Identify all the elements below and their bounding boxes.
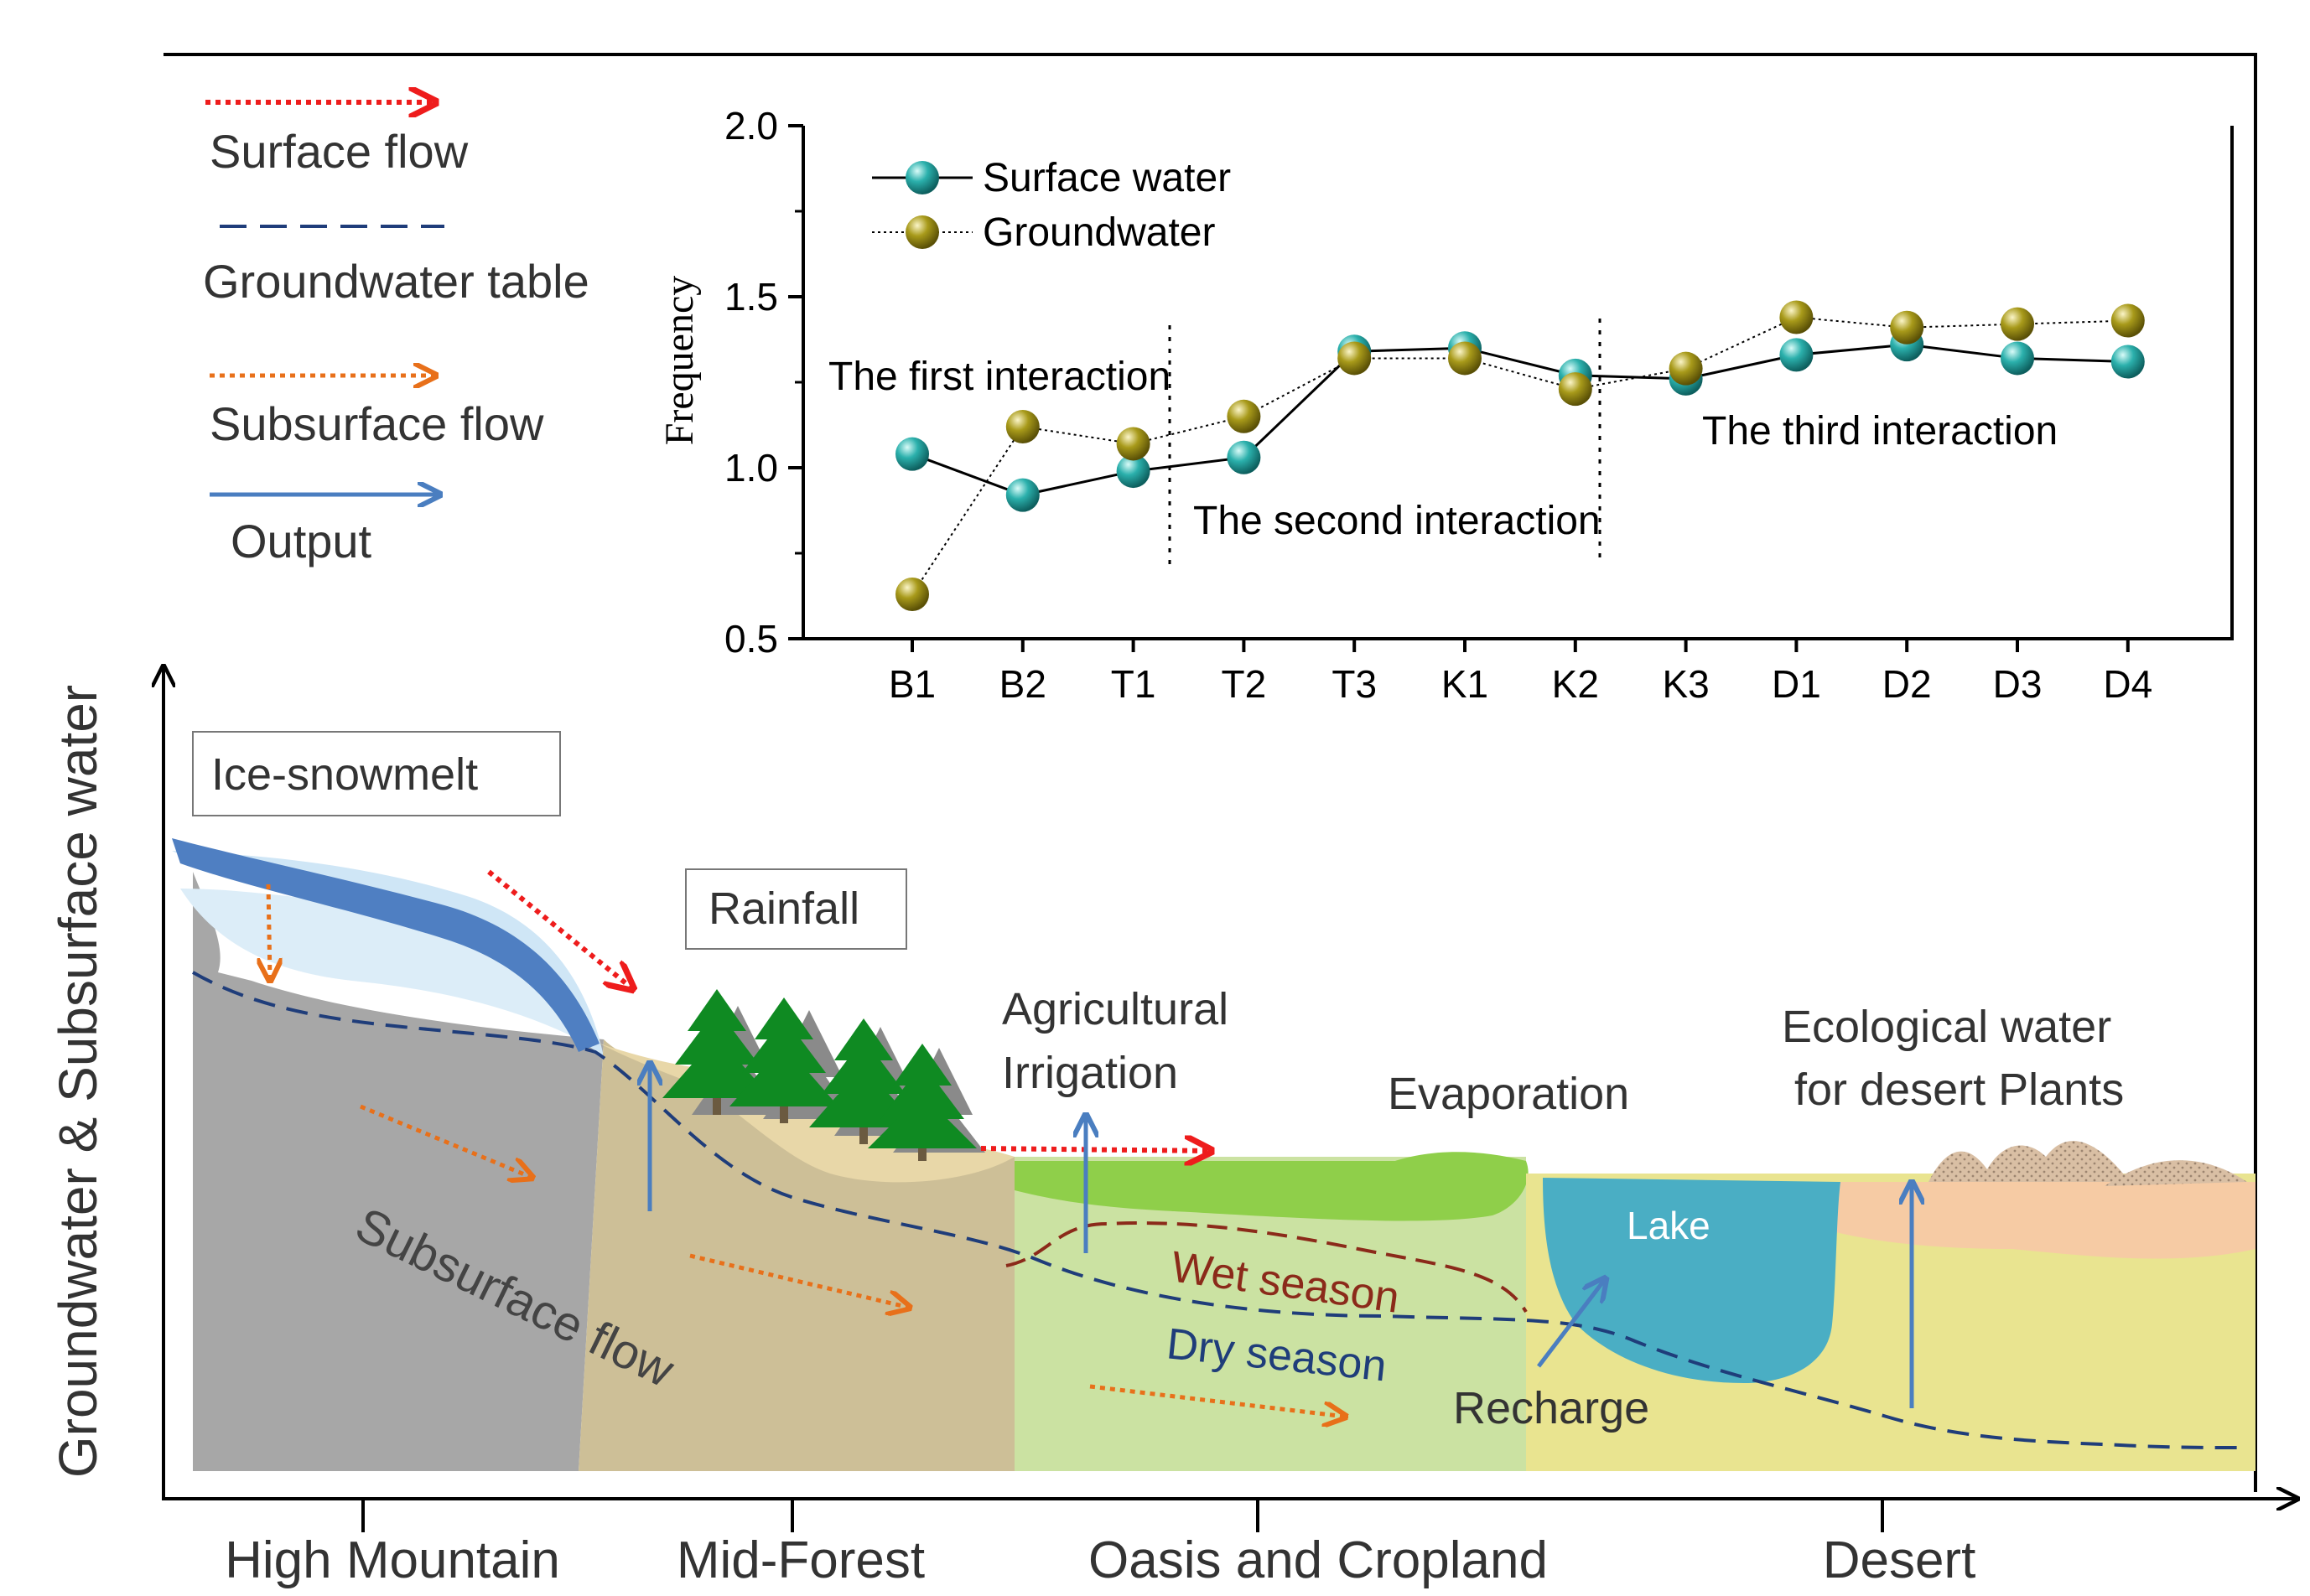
recharge-label: Recharge: [1453, 1383, 1649, 1433]
chart-legend-ground-marker: [906, 215, 939, 249]
chart-legend-ground-label: Groundwater: [983, 210, 1215, 255]
point-surface-water: [2001, 341, 2034, 376]
main-axes: Groundwater & Subsurface water High Moun…: [48, 666, 2297, 1589]
zone-label-oasis: Oasis and Cropland: [1088, 1531, 1548, 1589]
point-groundwater: [1779, 300, 1814, 334]
frequency-chart: 0.5 1.0 1.5 2.0 B1 B2 T1 T2 T3 K1 K2 K3 D1 D2 D3 D4 Fre…: [657, 104, 2234, 706]
point-groundwater: [1005, 410, 1040, 444]
chart-y-tick-label: 0.5: [724, 617, 778, 661]
ice-snowmelt-label: Ice-snowmelt: [211, 749, 478, 800]
point-groundwater: [2001, 307, 2034, 341]
legend-subsurface-flow-label: Subsurface flow: [210, 397, 544, 450]
point-groundwater: [1227, 399, 1261, 433]
diagram-legend: Surface flow Groundwater table Subsurfac…: [203, 102, 589, 567]
legend-groundwater-table-label: Groundwater table: [203, 255, 589, 308]
point-surface-water: [1005, 478, 1040, 512]
point-groundwater: [895, 577, 929, 611]
ecological-label-line2: for desert Plants: [1794, 1065, 2124, 1115]
chart-x-tick-label: B1: [889, 662, 936, 706]
frame: [164, 53, 2257, 1492]
chart-legend-surface-marker: [906, 161, 939, 194]
annotation-second-interaction: The second interaction: [1193, 499, 1601, 543]
chart-y-tick-label: 1.0: [724, 446, 778, 490]
surface-flow-arrows: [487, 869, 1212, 1151]
chart-x-tick-label: D1: [1772, 662, 1821, 706]
point-groundwater: [1448, 341, 1482, 376]
chart-x-tick-label: T3: [1331, 662, 1377, 706]
point-groundwater: [2110, 303, 2145, 338]
chart-x-tick-label: B2: [999, 662, 1046, 706]
point-groundwater: [1337, 341, 1372, 376]
wet-season-line: [1005, 1221, 1528, 1314]
series-line-surface-water: [911, 343, 2128, 497]
point-surface-water: [1779, 338, 1814, 372]
agricultural-label-line2: Irrigation: [1002, 1048, 1178, 1098]
chart-x-tick-label: D4: [2103, 662, 2152, 706]
rainfall-box: [685, 868, 907, 950]
chart-x-tick-label: T2: [1222, 662, 1267, 706]
rainfall-label: Rainfall: [709, 884, 859, 934]
point-groundwater: [1890, 310, 1924, 345]
chart-y-tick-label: 1.5: [724, 275, 778, 319]
chart-y-tick-label: 2.0: [724, 104, 778, 148]
point-surface-water: [2110, 345, 2145, 379]
point-groundwater: [1116, 427, 1150, 461]
agricultural-label-line1: Agricultural: [1002, 984, 1228, 1034]
chart-x-tick-label: T1: [1111, 662, 1156, 706]
zone-label-high-mountain: High Mountain: [225, 1531, 560, 1589]
chart-legend: Surface water Groundwater: [872, 156, 1231, 255]
legend-output-label: Output: [231, 515, 372, 567]
ecological-label-line1: Ecological water: [1782, 1002, 2111, 1052]
zone-label-mid-forest: Mid-Forest: [677, 1531, 925, 1589]
forest-trees: [662, 989, 985, 1161]
annotation-third-interaction: The third interaction: [1702, 409, 2058, 453]
point-surface-water: [1116, 454, 1150, 489]
main-y-axis-label: Groundwater & Subsurface water: [48, 685, 108, 1478]
chart-legend-surface-label: Surface water: [983, 156, 1231, 200]
point-surface-water: [895, 437, 929, 471]
chart-x-tick-label: D3: [1993, 662, 2043, 706]
annotation-first-interaction: The first interaction: [828, 355, 1171, 399]
point-groundwater: [1558, 372, 1592, 407]
point-surface-water: [1227, 440, 1261, 474]
chart-x-tick-label: K1: [1441, 662, 1488, 706]
evaporation-label: Evaporation: [1388, 1069, 1629, 1119]
ice-snowmelt-box: [192, 731, 561, 816]
chart-x-tick-label: K3: [1662, 662, 1709, 706]
chart-x-tick-label: D2: [1882, 662, 1932, 706]
output-arrows: [650, 1063, 1912, 1408]
terrain: [172, 838, 2255, 1471]
chart-lines: [911, 316, 2128, 595]
legend-surface-flow-label: Surface flow: [210, 125, 469, 178]
groundwater-table-line: [192, 971, 2240, 1449]
chart-points: [895, 300, 2145, 611]
chart-ticks: 0.5 1.0 1.5 2.0 B1 B2 T1 T2 T3 K1 K2 K3 D1 D2 D3 D4: [724, 104, 2152, 706]
point-groundwater: [1669, 351, 1703, 386]
subsurface-flow-arrows: [268, 884, 1346, 1417]
zone-label-desert: Desert: [1823, 1531, 1976, 1589]
chart-y-axis-label: Frequency: [657, 276, 702, 446]
lake-label: Lake: [1627, 1204, 1710, 1247]
series-line-groundwater: [911, 316, 2128, 595]
chart-x-tick-label: K2: [1552, 662, 1599, 706]
